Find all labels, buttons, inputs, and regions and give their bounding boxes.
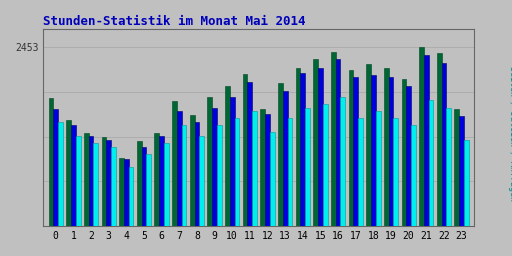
Bar: [283, 91, 288, 226]
Text: Stunden-Statistik im Monat Mai 2014: Stunden-Statistik im Monat Mai 2014: [44, 15, 306, 28]
Bar: [411, 125, 416, 226]
Bar: [225, 86, 230, 226]
Bar: [349, 70, 353, 226]
Bar: [340, 97, 345, 226]
Bar: [419, 47, 424, 226]
Bar: [252, 111, 257, 226]
Bar: [384, 68, 389, 226]
Bar: [331, 52, 336, 226]
Bar: [401, 79, 407, 226]
Bar: [129, 167, 134, 226]
Bar: [393, 118, 398, 226]
Bar: [111, 147, 116, 226]
Bar: [336, 59, 340, 226]
Bar: [270, 132, 274, 226]
Bar: [182, 125, 186, 226]
Bar: [260, 109, 265, 226]
Bar: [305, 108, 310, 226]
Bar: [199, 136, 204, 226]
Bar: [53, 109, 58, 226]
Bar: [424, 55, 429, 226]
Bar: [106, 140, 111, 226]
Bar: [217, 125, 222, 226]
Bar: [177, 111, 182, 226]
Bar: [155, 133, 159, 226]
Bar: [295, 68, 301, 226]
Bar: [159, 136, 164, 226]
Bar: [313, 59, 318, 226]
Bar: [172, 101, 177, 226]
Bar: [234, 118, 239, 226]
Bar: [376, 111, 380, 226]
Bar: [464, 140, 469, 226]
Bar: [247, 82, 252, 226]
Bar: [66, 120, 71, 226]
Bar: [243, 73, 247, 226]
Bar: [437, 54, 441, 226]
Bar: [230, 97, 234, 226]
Bar: [146, 154, 151, 226]
Bar: [195, 122, 199, 226]
Bar: [119, 158, 124, 226]
Bar: [318, 68, 323, 226]
Bar: [190, 115, 195, 226]
Bar: [389, 77, 393, 226]
Bar: [71, 125, 76, 226]
Bar: [212, 108, 217, 226]
Bar: [265, 114, 270, 226]
Bar: [441, 63, 446, 226]
Bar: [58, 122, 63, 226]
Bar: [366, 64, 371, 226]
Bar: [93, 143, 98, 226]
Bar: [164, 143, 169, 226]
Bar: [84, 133, 89, 226]
Bar: [76, 136, 80, 226]
Bar: [142, 147, 146, 226]
Bar: [49, 98, 53, 226]
Text: Seiten / Dateien / Anfragen: Seiten / Dateien / Anfragen: [508, 66, 512, 201]
Bar: [301, 73, 305, 226]
Bar: [459, 116, 464, 226]
Bar: [429, 100, 434, 226]
Bar: [288, 118, 292, 226]
Bar: [137, 141, 142, 226]
Bar: [446, 108, 451, 226]
Bar: [89, 136, 93, 226]
Bar: [278, 83, 283, 226]
Bar: [455, 109, 459, 226]
Bar: [358, 118, 363, 226]
Bar: [101, 137, 106, 226]
Bar: [353, 77, 358, 226]
Bar: [407, 86, 411, 226]
Bar: [323, 104, 328, 226]
Bar: [207, 97, 212, 226]
Bar: [371, 76, 376, 226]
Bar: [124, 159, 129, 226]
